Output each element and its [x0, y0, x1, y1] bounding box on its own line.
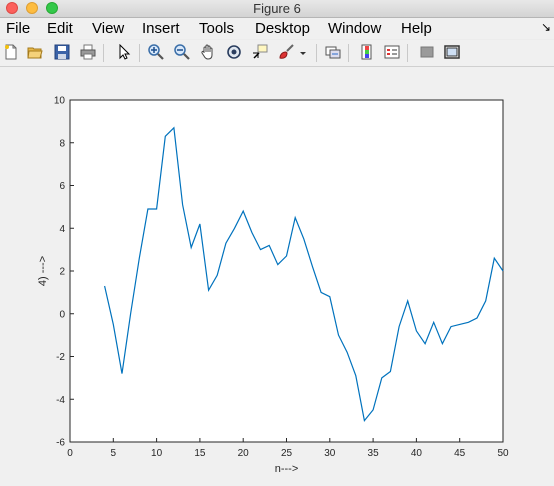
x-tick-label: 10 [151, 448, 163, 459]
window-title: Figure 6 [253, 1, 301, 16]
figure-canvas: 0 5 10 15 20 25 30 35 40 45 50 -6 -4 -2 0 2 4 6 8 10 n---> … [0, 67, 554, 486]
y-tick-label: 6 [59, 181, 65, 192]
x-axis-label: n---> [275, 463, 299, 475]
rotate-3d-icon[interactable] [226, 44, 242, 60]
menu-edit[interactable]: Edit [47, 20, 73, 37]
menu-bar: File Edit View Insert Tools Desktop Wind… [0, 18, 554, 39]
y-tick-label: 10 [54, 96, 66, 107]
pointer-icon[interactable] [116, 44, 132, 60]
y-tick-label: -4 [56, 395, 65, 406]
x-tick-label: 0 [67, 448, 73, 459]
x-tick-label: 20 [238, 448, 250, 459]
dropdown-arrow-icon[interactable] [298, 44, 308, 60]
zoom-out-icon[interactable] [174, 44, 190, 60]
pan-icon[interactable] [200, 44, 216, 60]
colorbar-icon[interactable] [359, 44, 375, 60]
window-titlebar: Figure 6 [0, 0, 554, 18]
save-icon[interactable] [54, 44, 70, 60]
y-tick-label: 0 [59, 309, 65, 320]
x-tick-label: 50 [497, 448, 509, 459]
y-tick-label: 4 [59, 224, 65, 235]
open-file-icon[interactable] [27, 44, 43, 60]
minimize-button[interactable] [26, 2, 38, 14]
menu-window[interactable]: Window [328, 20, 382, 37]
close-button[interactable] [6, 2, 18, 14]
brush-icon[interactable] [278, 44, 294, 60]
y-tick-label: 2 [59, 267, 65, 278]
zoom-in-icon[interactable] [148, 44, 164, 60]
new-figure-icon[interactable] [3, 44, 19, 60]
menu-desktop[interactable]: Desktop [255, 20, 311, 37]
print-icon[interactable] [80, 44, 96, 60]
menu-file[interactable]: File [6, 20, 31, 37]
data-cursor-icon[interactable] [252, 44, 268, 60]
x-tick-label: 25 [281, 448, 293, 459]
menu-overflow-arrow[interactable]: ↘ [540, 20, 551, 34]
x-tick-label: 40 [411, 448, 423, 459]
x-tick-label: 45 [454, 448, 466, 459]
plot-area [69, 99, 504, 443]
x-tick-label: 15 [194, 448, 206, 459]
menu-view[interactable]: View [92, 20, 125, 37]
legend-icon[interactable] [384, 44, 400, 60]
x-tick-label: 30 [324, 448, 336, 459]
figure-toolbar [0, 40, 554, 67]
y-tick-label: -2 [56, 352, 65, 363]
menu-insert[interactable]: Insert [142, 20, 180, 37]
link-plot-icon[interactable] [325, 44, 341, 60]
y-axis-label: 4) ---> [37, 256, 49, 286]
zoom-button[interactable] [46, 2, 58, 14]
x-tick-label: 5 [111, 448, 117, 459]
show-plot-tools-icon[interactable] [444, 44, 460, 60]
y-tick-label: -6 [56, 438, 65, 449]
menu-help[interactable]: Help [401, 20, 432, 37]
hide-plot-tools-icon[interactable] [419, 44, 435, 60]
y-tick-label: 8 [59, 138, 65, 149]
menu-tools[interactable]: Tools [199, 20, 235, 37]
series-line [104, 126, 504, 422]
x-tick-label: 35 [368, 448, 380, 459]
